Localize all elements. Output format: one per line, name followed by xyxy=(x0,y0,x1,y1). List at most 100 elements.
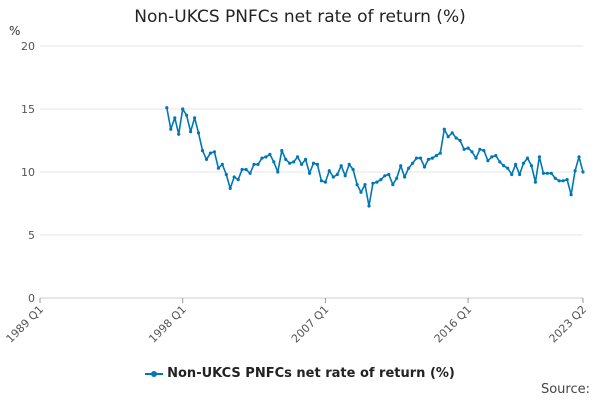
data-point[interactable] xyxy=(573,169,577,173)
data-point[interactable] xyxy=(466,146,470,150)
data-point[interactable] xyxy=(521,161,526,165)
data-point[interactable] xyxy=(276,170,280,174)
data-point[interactable] xyxy=(446,135,450,139)
data-point[interactable] xyxy=(490,155,494,159)
data-point[interactable] xyxy=(533,180,538,184)
data-point[interactable] xyxy=(220,162,224,166)
data-point[interactable] xyxy=(189,130,193,134)
data-point[interactable] xyxy=(371,181,375,185)
data-point[interactable] xyxy=(252,162,256,166)
data-point[interactable] xyxy=(438,151,442,155)
data-point[interactable] xyxy=(272,160,276,164)
data-point[interactable] xyxy=(502,164,506,168)
data-point[interactable] xyxy=(494,154,498,158)
data-point[interactable] xyxy=(486,159,490,163)
data-point[interactable] xyxy=(228,186,232,190)
data-point[interactable] xyxy=(315,162,319,166)
data-point[interactable] xyxy=(510,172,514,177)
data-point[interactable] xyxy=(450,131,454,135)
data-point[interactable] xyxy=(165,106,169,110)
data-point[interactable] xyxy=(454,136,458,140)
data-point[interactable] xyxy=(399,164,403,168)
data-point[interactable] xyxy=(545,171,549,175)
data-point[interactable] xyxy=(204,157,209,161)
data-point[interactable] xyxy=(248,171,252,175)
data-point[interactable] xyxy=(525,156,530,160)
data-point[interactable] xyxy=(434,154,438,158)
data-point[interactable] xyxy=(193,116,197,120)
data-point[interactable] xyxy=(470,150,474,154)
data-point[interactable] xyxy=(426,157,430,161)
data-point[interactable] xyxy=(319,179,323,183)
data-point[interactable] xyxy=(375,180,379,184)
data-point[interactable] xyxy=(359,190,363,194)
data-point[interactable] xyxy=(557,179,561,183)
data-point[interactable] xyxy=(264,155,268,159)
data-point[interactable] xyxy=(327,169,331,173)
data-point[interactable] xyxy=(240,167,244,172)
data-point[interactable] xyxy=(553,176,557,180)
data-point[interactable] xyxy=(323,180,327,184)
data-point[interactable] xyxy=(256,162,260,166)
data-point[interactable] xyxy=(537,155,542,159)
data-point[interactable] xyxy=(300,162,304,166)
data-point[interactable] xyxy=(347,162,351,166)
data-point[interactable] xyxy=(284,157,288,161)
data-point[interactable] xyxy=(311,161,316,165)
data-point[interactable] xyxy=(292,160,296,164)
data-point[interactable] xyxy=(462,147,466,151)
data-point[interactable] xyxy=(232,175,236,179)
data-point[interactable] xyxy=(418,156,423,160)
data-point[interactable] xyxy=(208,151,212,155)
data-point[interactable] xyxy=(430,156,434,160)
data-point[interactable] xyxy=(339,164,343,168)
data-point[interactable] xyxy=(411,161,415,165)
data-point[interactable] xyxy=(395,176,399,180)
data-point[interactable] xyxy=(379,178,383,182)
data-point[interactable] xyxy=(181,107,185,111)
data-point[interactable] xyxy=(236,178,240,182)
data-point[interactable] xyxy=(216,166,220,170)
data-point[interactable] xyxy=(541,171,546,175)
data-point[interactable] xyxy=(482,149,486,153)
data-point[interactable] xyxy=(224,172,228,177)
data-point[interactable] xyxy=(196,131,201,135)
data-point[interactable] xyxy=(173,116,177,120)
data-point[interactable] xyxy=(391,183,395,187)
data-point[interactable] xyxy=(581,170,585,174)
data-point[interactable] xyxy=(331,175,335,179)
data-point[interactable] xyxy=(561,179,565,183)
data-point[interactable] xyxy=(442,127,446,131)
data-point[interactable] xyxy=(260,156,264,160)
data-point[interactable] xyxy=(403,175,407,179)
data-point[interactable] xyxy=(169,127,173,131)
data-point[interactable] xyxy=(565,178,569,182)
data-point[interactable] xyxy=(498,160,502,164)
data-point[interactable] xyxy=(478,147,482,151)
data-point[interactable] xyxy=(474,156,478,160)
source-label[interactable]: Source: xyxy=(540,382,590,397)
data-point[interactable] xyxy=(387,172,391,177)
data-point[interactable] xyxy=(304,157,308,161)
data-point[interactable] xyxy=(268,152,272,156)
data-point[interactable] xyxy=(185,113,189,117)
data-point[interactable] xyxy=(529,164,534,168)
legend[interactable]: Non-UKCS PNFCs net rate of return (%) xyxy=(0,366,600,381)
data-point[interactable] xyxy=(288,161,292,165)
data-point[interactable] xyxy=(363,183,367,187)
data-point[interactable] xyxy=(414,156,419,160)
data-point[interactable] xyxy=(506,166,510,170)
data-point[interactable] xyxy=(307,171,312,175)
data-point[interactable] xyxy=(335,172,339,177)
data-point[interactable] xyxy=(296,155,300,159)
data-point[interactable] xyxy=(407,166,411,170)
data-point[interactable] xyxy=(514,162,518,166)
data-point[interactable] xyxy=(569,193,573,197)
data-point[interactable] xyxy=(577,155,581,159)
data-point[interactable] xyxy=(351,167,355,172)
data-point[interactable] xyxy=(200,149,205,153)
data-point[interactable] xyxy=(383,174,387,178)
data-point[interactable] xyxy=(355,183,359,187)
data-point[interactable] xyxy=(244,167,248,172)
data-point[interactable] xyxy=(458,138,462,143)
